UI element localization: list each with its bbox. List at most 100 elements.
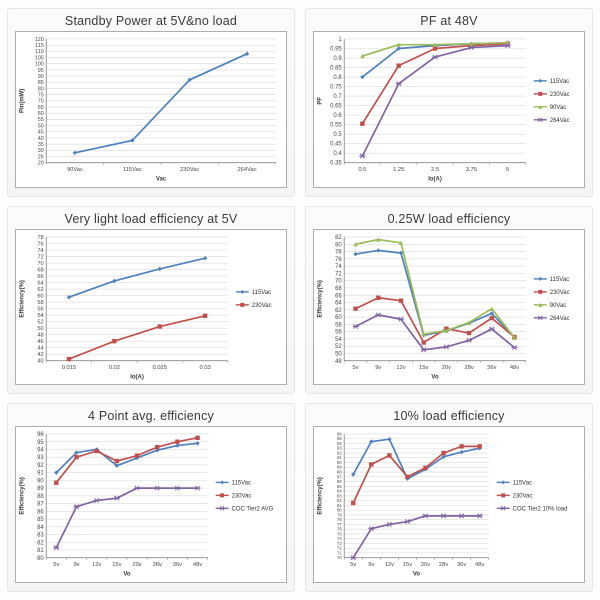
svg-text:Efficiency(%): Efficiency(%) xyxy=(19,477,25,514)
svg-text:0.9: 0.9 xyxy=(333,56,342,62)
svg-text:56: 56 xyxy=(37,306,43,312)
svg-text:78: 78 xyxy=(337,517,342,522)
svg-text:68: 68 xyxy=(37,267,43,273)
svg-text:73: 73 xyxy=(337,541,342,546)
svg-text:82: 82 xyxy=(337,498,342,503)
svg-text:28v: 28v xyxy=(153,563,162,569)
svg-text:COC Tier2 10% load: COC Tier2 10% load xyxy=(513,507,568,513)
svg-text:91: 91 xyxy=(37,471,44,477)
svg-text:66: 66 xyxy=(37,274,43,280)
svg-text:0.015: 0.015 xyxy=(62,365,76,371)
svg-text:5: 5 xyxy=(506,167,509,173)
svg-text:96: 96 xyxy=(37,432,44,438)
svg-text:64: 64 xyxy=(37,280,43,286)
svg-text:5v: 5v xyxy=(53,563,59,569)
svg-text:0.7: 0.7 xyxy=(333,94,342,100)
svg-text:3.75: 3.75 xyxy=(466,167,477,173)
svg-text:0.025: 0.025 xyxy=(153,365,167,371)
svg-text:0.6: 0.6 xyxy=(333,113,342,119)
svg-text:20: 20 xyxy=(38,161,44,167)
svg-text:264Vac: 264Vac xyxy=(237,167,256,173)
svg-text:80: 80 xyxy=(337,508,342,513)
svg-text:75: 75 xyxy=(38,93,44,99)
svg-text:64: 64 xyxy=(335,300,342,306)
svg-text:115Vac: 115Vac xyxy=(550,79,569,85)
quarter-watt-load-chart-area: 82 80 78 76 74 72 70 68 66 64 62 60 58 56 54 52 50 48 5v 9v… xyxy=(313,228,585,386)
pf-chart-area: 1 0.95 0.9 0.85 0.8 0.75 0.7 0.65 0.6 0.55 0.5 0.45… xyxy=(313,31,585,188)
svg-text:230Vac: 230Vac xyxy=(513,494,533,500)
very-light-load-chart-canvas: 7876747270686664626058565452504846444240… xyxy=(19,235,271,381)
svg-text:20v: 20v xyxy=(132,563,141,569)
svg-text:48: 48 xyxy=(37,332,43,338)
svg-text:0.8: 0.8 xyxy=(333,75,342,81)
svg-text:28v: 28v xyxy=(464,365,473,371)
svg-text:74: 74 xyxy=(335,264,342,270)
svg-text:60: 60 xyxy=(335,315,342,321)
svg-text:86: 86 xyxy=(37,510,44,516)
svg-text:90: 90 xyxy=(337,460,342,465)
svg-text:90Vac: 90Vac xyxy=(67,167,83,173)
svg-text:79: 79 xyxy=(337,513,342,518)
svg-text:230Vac: 230Vac xyxy=(550,92,570,98)
svg-text:52: 52 xyxy=(37,319,43,325)
svg-text:81: 81 xyxy=(337,503,342,508)
standby-power-chart-title: Standby Power at 5V&no load xyxy=(64,14,238,28)
svg-text:100: 100 xyxy=(35,62,44,68)
svg-text:105: 105 xyxy=(35,55,44,61)
svg-text:115Vac: 115Vac xyxy=(550,277,569,283)
four-point-avg-chart-title: 4 Point avg. efficiency xyxy=(88,409,214,424)
svg-text:15v: 15v xyxy=(112,563,121,569)
svg-text:54: 54 xyxy=(335,337,342,343)
svg-text:56: 56 xyxy=(335,329,342,335)
svg-text:55: 55 xyxy=(38,117,44,123)
svg-text:70: 70 xyxy=(37,261,43,267)
svg-text:110: 110 xyxy=(35,49,44,55)
quarter-watt-load-panel: 0.25W load efficiency 82 80 78 76 74 72 70 68 66… xyxy=(305,205,593,395)
svg-text:9v: 9v xyxy=(368,563,374,569)
standby-power-chart-canvas: 1201151101051009590858075706560555045403… xyxy=(19,37,277,183)
svg-text:95: 95 xyxy=(337,437,342,442)
svg-text:48v: 48v xyxy=(475,563,484,569)
svg-text:90Vac: 90Vac xyxy=(550,303,566,309)
svg-text:264Vac: 264Vac xyxy=(550,118,570,124)
svg-text:58: 58 xyxy=(37,300,43,306)
svg-text:36v: 36v xyxy=(487,365,496,371)
svg-text:94: 94 xyxy=(37,448,44,454)
svg-text:78: 78 xyxy=(37,235,43,241)
svg-text:74: 74 xyxy=(337,536,342,541)
svg-text:Io(A): Io(A) xyxy=(428,177,442,183)
very-light-load-chart-area: 78 76 74 72 70 68 66 64 62 60 58 56 54 52 50 48 46 44 42 40… xyxy=(15,228,287,386)
svg-text:85: 85 xyxy=(37,517,44,523)
svg-text:88: 88 xyxy=(337,470,342,475)
svg-text:52: 52 xyxy=(335,344,342,350)
svg-text:74: 74 xyxy=(37,248,43,254)
svg-text:82: 82 xyxy=(335,235,342,241)
svg-text:76: 76 xyxy=(37,241,43,247)
svg-text:230Vac: 230Vac xyxy=(180,167,199,173)
svg-text:230Vac: 230Vac xyxy=(550,290,570,296)
svg-text:46: 46 xyxy=(37,339,43,345)
svg-text:Vac: Vac xyxy=(156,177,167,183)
svg-text:85: 85 xyxy=(337,484,342,489)
svg-text:54: 54 xyxy=(37,313,43,319)
svg-text:89: 89 xyxy=(37,486,44,492)
svg-text:77: 77 xyxy=(337,522,342,527)
svg-text:2.5: 2.5 xyxy=(431,167,439,173)
svg-text:1: 1 xyxy=(338,37,342,43)
svg-text:0.95: 0.95 xyxy=(330,47,342,53)
svg-text:36v: 36v xyxy=(457,563,466,569)
svg-text:83: 83 xyxy=(337,494,342,499)
svg-text:45: 45 xyxy=(38,130,44,136)
svg-text:115: 115 xyxy=(35,43,44,49)
svg-text:85: 85 xyxy=(38,80,44,86)
svg-text:48v: 48v xyxy=(510,365,519,371)
svg-text:1.25: 1.25 xyxy=(393,167,404,173)
svg-text:93: 93 xyxy=(337,446,342,451)
svg-text:120: 120 xyxy=(35,37,44,43)
very-light-load-chart-title: Very light load efficiency at 5V xyxy=(64,211,238,226)
svg-text:25: 25 xyxy=(38,154,44,160)
svg-text:115Vac: 115Vac xyxy=(513,481,532,487)
svg-text:0.4: 0.4 xyxy=(333,151,342,157)
